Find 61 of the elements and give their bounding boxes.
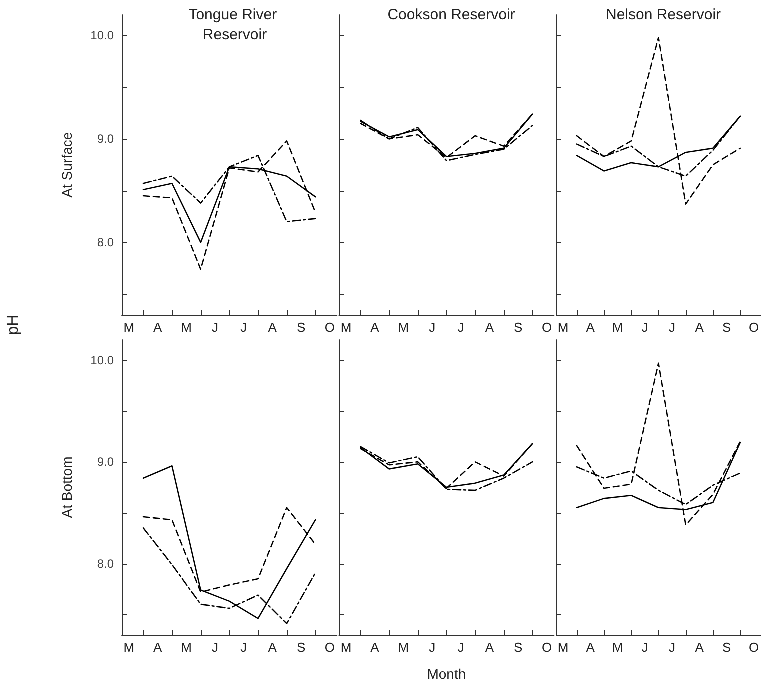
x-tick-label: J xyxy=(240,320,248,335)
x-tick-label: J xyxy=(669,640,676,655)
x-tick-label: J xyxy=(212,640,218,655)
x-tick-label: A xyxy=(154,640,163,655)
x-tick-label: S xyxy=(296,640,306,655)
x-tick-label: J xyxy=(642,640,648,655)
x-tick-label: M xyxy=(398,320,410,335)
chart-title: Tongue River Reservoir xyxy=(188,6,282,44)
y-tick-label: 9.0 xyxy=(97,455,114,470)
x-tick-label: J xyxy=(669,320,676,335)
x-tick-label: S xyxy=(296,320,306,335)
x-tick-label: A xyxy=(485,320,494,335)
x-tick-label: A xyxy=(370,640,380,655)
x-tick-label: M xyxy=(124,320,135,335)
x-tick-label: M xyxy=(181,320,192,335)
y-tick-label: 10.0 xyxy=(90,28,114,43)
x-tick-label: M xyxy=(558,640,569,655)
x-tick-label: A xyxy=(370,320,380,335)
x-tick-label: O xyxy=(324,640,336,655)
y-tick-label: 10.0 xyxy=(90,353,114,368)
x-tick-label: S xyxy=(722,640,732,655)
y-tick-label: 9.0 xyxy=(97,132,114,146)
x-tick-label: A xyxy=(695,640,704,655)
x-tick-label: M xyxy=(340,320,352,335)
x-tick-label: M xyxy=(612,640,624,655)
text: pH xyxy=(5,314,23,336)
x-tick-label: J xyxy=(458,320,464,335)
x-tick-label: M xyxy=(124,640,135,655)
x-tick-label: A xyxy=(268,320,278,335)
y-axis-title: At Surface xyxy=(59,132,75,198)
x-tick-label: M xyxy=(398,640,410,655)
x-tick-label: J xyxy=(212,320,218,335)
x-tick-label: M xyxy=(558,320,569,335)
y-tick-label: 8.0 xyxy=(97,236,114,250)
chart-title: Cookson Reservoir xyxy=(388,6,516,24)
y-axis-title: At Bottom xyxy=(59,456,75,518)
x-tick-label: A xyxy=(268,640,278,655)
x-tick-label: M xyxy=(340,640,352,655)
x-tick-label: M xyxy=(181,640,192,655)
x-tick-label: J xyxy=(240,640,248,655)
x-tick-label: A xyxy=(154,320,163,335)
y-tick-label: 8.0 xyxy=(97,556,114,571)
x-tick-label: M xyxy=(612,320,624,335)
x-tick-label: O xyxy=(748,640,760,655)
x-tick-label: J xyxy=(429,320,436,335)
x-tick-label: S xyxy=(514,640,524,655)
x-tick-label: O xyxy=(542,640,552,655)
x-tick-label: J xyxy=(458,640,464,655)
chart-title: Nelson Reservoir xyxy=(606,6,722,24)
x-tick-label: A xyxy=(586,640,596,655)
x-tick-label: S xyxy=(514,320,524,335)
x-tick-label: O xyxy=(542,320,552,335)
x-tick-label: O xyxy=(324,320,336,335)
x-tick-label: S xyxy=(722,320,732,335)
x-tick-label: J xyxy=(642,320,648,335)
x-tick-label: A xyxy=(695,320,704,335)
x-tick-label: O xyxy=(748,320,760,335)
x-tick-label: A xyxy=(586,320,596,335)
x-tick-label: J xyxy=(429,640,436,655)
x-axis-title: Month xyxy=(427,666,466,682)
x-tick-label: A xyxy=(485,640,494,655)
